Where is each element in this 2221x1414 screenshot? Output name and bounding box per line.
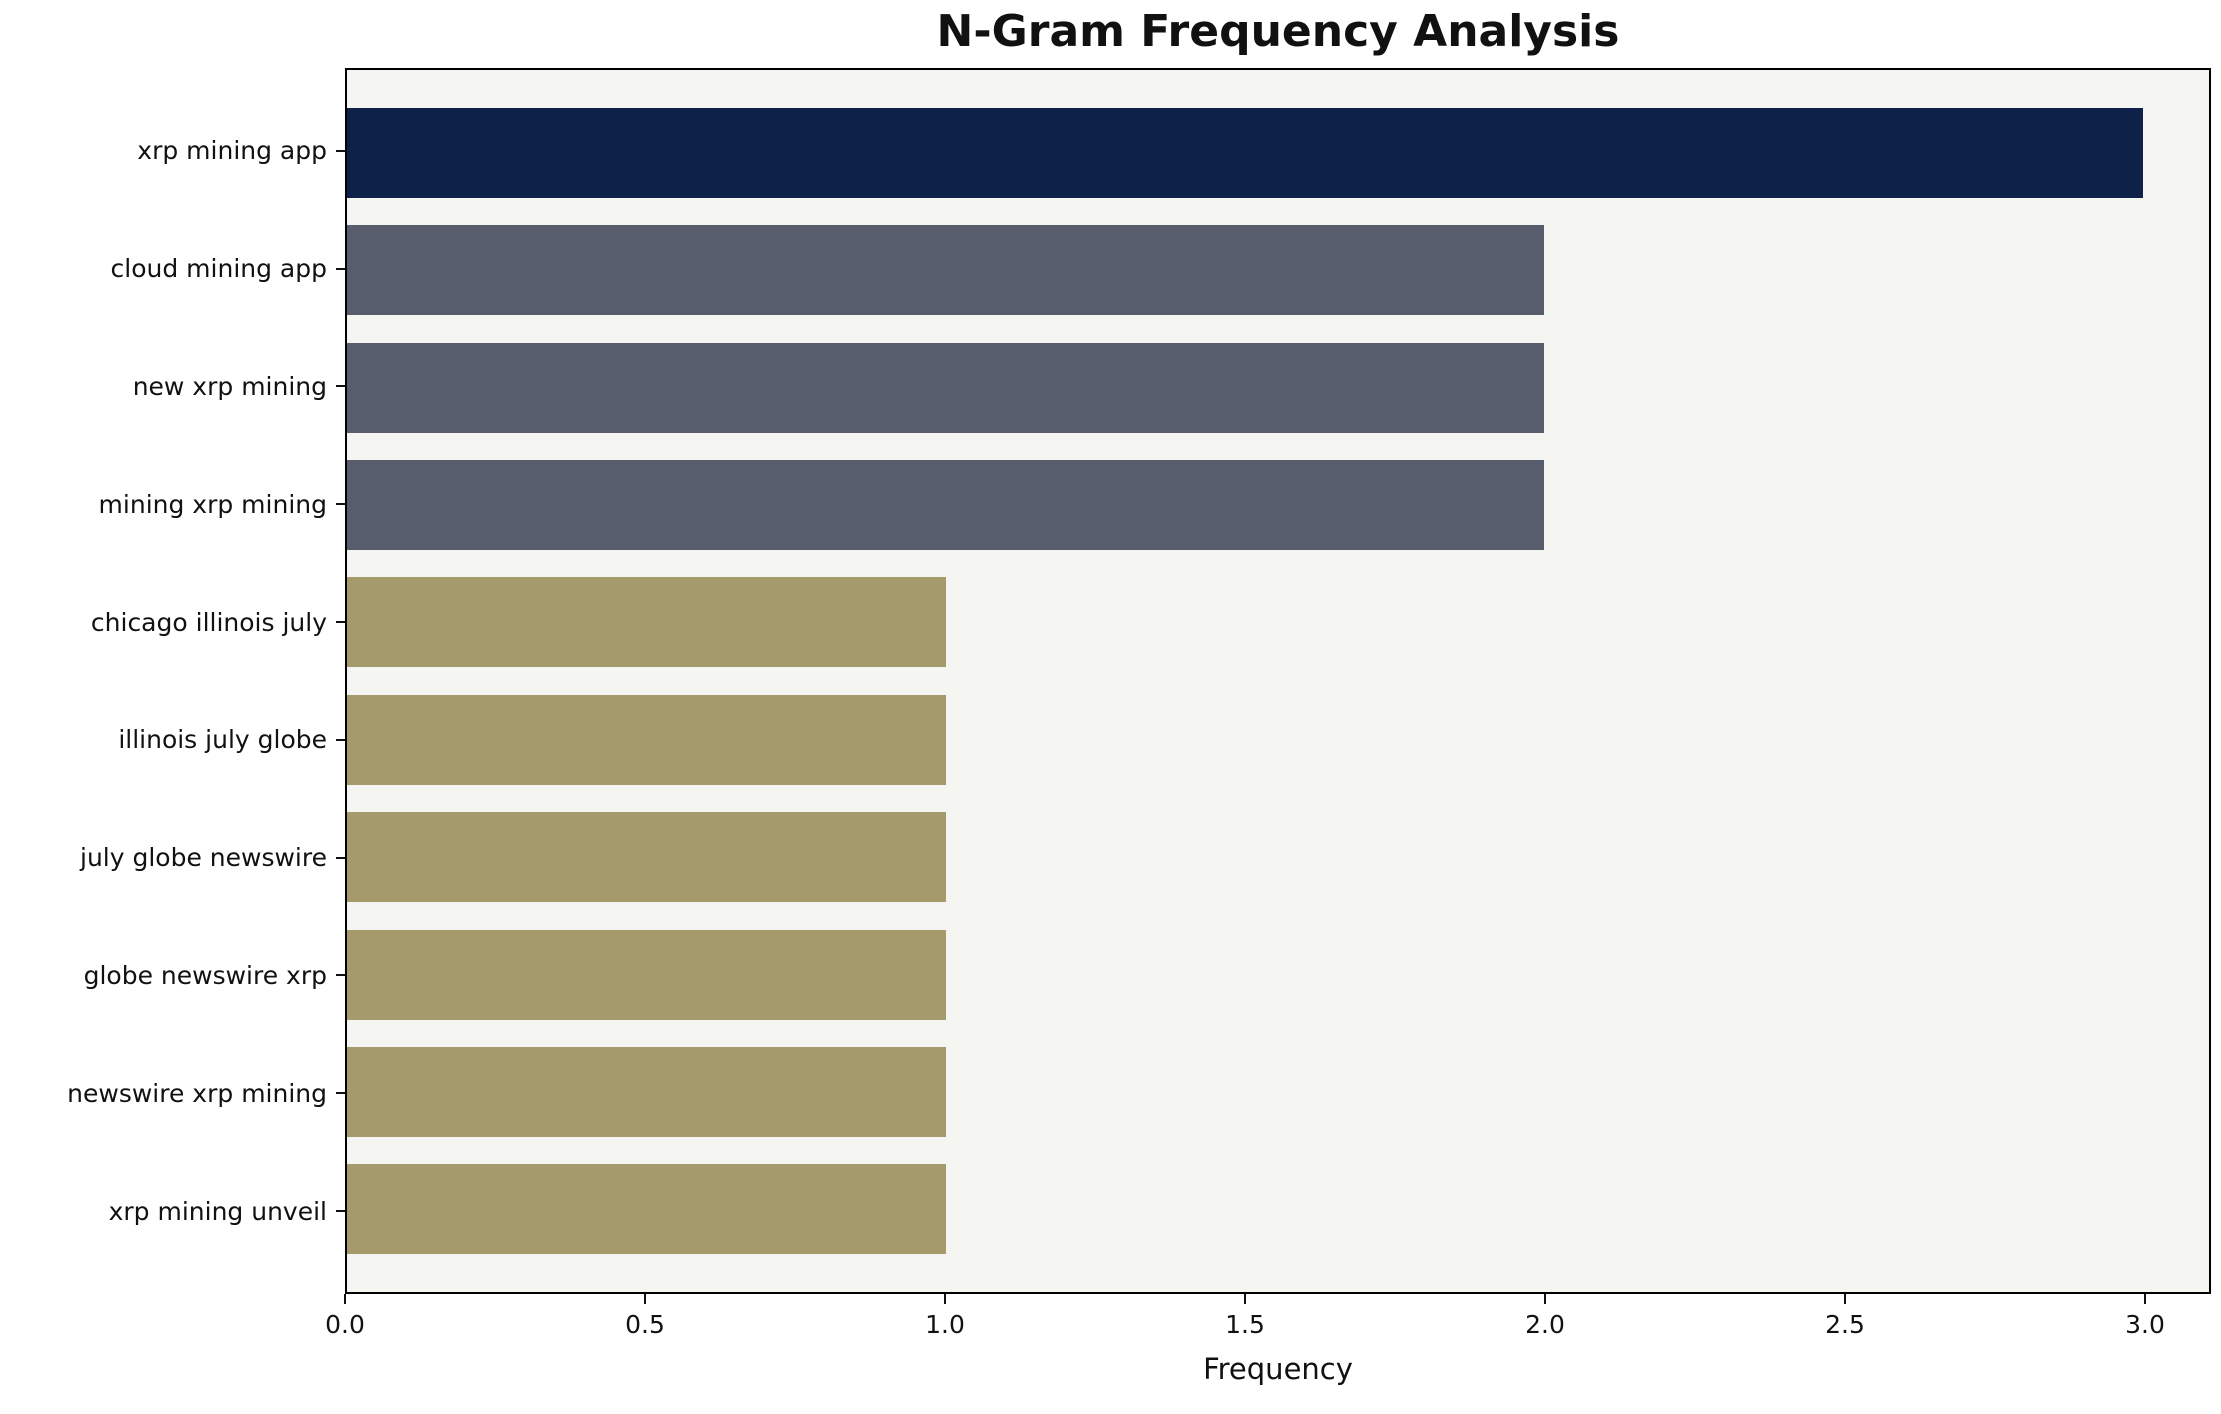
y-label: mining xrp mining (98, 489, 327, 519)
y-label: xrp mining app (137, 136, 327, 166)
bar-chicago-illinois-july (347, 577, 946, 668)
bar-illinois-july-globe (347, 694, 946, 785)
y-tick-mark (336, 738, 345, 741)
x-tick-label: 2.5 (1825, 1310, 1865, 1339)
bar-row-xrp-mining-app (347, 94, 2209, 211)
y-label-row-cloud-mining-app: cloud mining app (0, 210, 345, 328)
y-label-row-globe-newswire-xrp: globe newswire xrp (0, 917, 345, 1035)
y-tick-mark (336, 149, 345, 152)
plot-area (345, 68, 2211, 1294)
bar-row-cloud-mining-app (347, 211, 2209, 328)
y-tick-mark (336, 267, 345, 270)
y-tick-mark (336, 974, 345, 977)
y-label-row-new-xrp-mining: new xrp mining (0, 328, 345, 446)
x-tick-mark (1844, 1294, 1846, 1304)
y-label: cloud mining app (110, 254, 327, 284)
x-tick-mark (1544, 1294, 1546, 1304)
y-axis-labels: xrp mining app cloud mining app new xrp mi… (0, 68, 345, 1294)
y-label-row-mining-xrp-mining: mining xrp mining (0, 445, 345, 563)
bar-new-xrp-mining (347, 342, 1545, 433)
y-label-row-july-globe-newswire: july globe newswire (0, 799, 345, 917)
y-label: illinois july globe (118, 725, 327, 755)
y-label: july globe newswire (80, 843, 327, 873)
y-label-row-xrp-mining-unveil: xrp mining unveil (0, 1152, 345, 1270)
y-tick-mark (336, 503, 345, 506)
y-label-row-newswire-xrp-mining: newswire xrp mining (0, 1034, 345, 1152)
y-label: chicago illinois july (90, 607, 327, 637)
bar-row-new-xrp-mining (347, 329, 2209, 446)
bar-row-chicago-illinois-july (347, 564, 2209, 681)
bar-xrp-mining-app (347, 107, 2144, 198)
bar-row-xrp-mining-unveil (347, 1151, 2209, 1268)
y-label: globe newswire xrp (83, 960, 327, 990)
y-tick-mark (336, 1210, 345, 1213)
chart-title: N-Gram Frequency Analysis (936, 6, 1620, 57)
x-tick-mark (344, 1294, 346, 1304)
y-tick-mark (336, 621, 345, 624)
bar-row-july-globe-newswire (347, 798, 2209, 915)
bar-globe-newswire-xrp (347, 929, 946, 1020)
bar-row-mining-xrp-mining (347, 446, 2209, 563)
x-tick-label: 2.0 (1525, 1310, 1565, 1339)
bar-cloud-mining-app (347, 225, 1545, 316)
y-label: newswire xrp mining (67, 1078, 327, 1108)
y-tick-mark (336, 856, 345, 859)
bar-xrp-mining-unveil (347, 1164, 946, 1255)
bar-newswire-xrp-mining (347, 1046, 946, 1137)
bar-row-newswire-xrp-mining (347, 1033, 2209, 1150)
x-tick-label: 1.0 (925, 1310, 965, 1339)
y-label-row-xrp-mining-app: xrp mining app (0, 92, 345, 210)
x-axis-label: Frequency (1203, 1352, 1353, 1386)
y-tick-mark (336, 385, 345, 388)
x-tick-mark (644, 1294, 646, 1304)
bar-row-illinois-july-globe (347, 681, 2209, 798)
x-tick-label: 0.5 (625, 1310, 665, 1339)
bar-row-globe-newswire-xrp (347, 916, 2209, 1033)
x-axis: 0.0 0.5 1.0 1.5 2.0 2.5 3.0 (325, 1294, 2211, 1384)
y-label: new xrp mining (132, 371, 327, 401)
x-tick-label: 3.0 (2125, 1310, 2165, 1339)
bar-july-globe-newswire (347, 812, 946, 903)
y-tick-mark (336, 1092, 345, 1095)
bar-mining-xrp-mining (347, 459, 1545, 550)
y-label: xrp mining unveil (108, 1196, 327, 1226)
x-tick-mark (1244, 1294, 1246, 1304)
x-tick-mark (2144, 1294, 2146, 1304)
x-tick-label: 1.5 (1225, 1310, 1265, 1339)
y-label-row-chicago-illinois-july: chicago illinois july (0, 563, 345, 681)
bars-area (347, 70, 2209, 1292)
x-tick-mark (944, 1294, 946, 1304)
y-label-row-illinois-july-globe: illinois july globe (0, 681, 345, 799)
x-tick-label: 0.0 (325, 1310, 365, 1339)
